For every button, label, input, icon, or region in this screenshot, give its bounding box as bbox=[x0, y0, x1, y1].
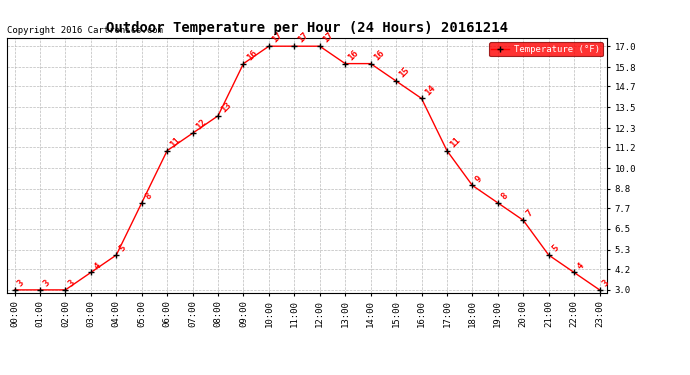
Temperature (°F) bbox=[61, 288, 70, 292]
Text: 17: 17 bbox=[321, 31, 335, 45]
Temperature (°F) bbox=[392, 79, 400, 83]
Text: 8: 8 bbox=[499, 191, 509, 201]
Temperature (°F) bbox=[188, 131, 197, 135]
Temperature (°F) bbox=[341, 62, 349, 66]
Temperature (°F) bbox=[366, 62, 375, 66]
Temperature (°F) bbox=[10, 288, 19, 292]
Text: 16: 16 bbox=[372, 48, 386, 62]
Text: 4: 4 bbox=[575, 261, 586, 271]
Text: 5: 5 bbox=[118, 243, 128, 254]
Temperature (°F) bbox=[265, 44, 273, 48]
Temperature (°F) bbox=[493, 201, 502, 205]
Text: 13: 13 bbox=[219, 100, 233, 114]
Text: 12: 12 bbox=[194, 118, 208, 132]
Temperature (°F) bbox=[544, 253, 553, 257]
Text: 15: 15 bbox=[397, 66, 411, 80]
Temperature (°F) bbox=[290, 44, 299, 48]
Temperature (°F) bbox=[112, 253, 121, 257]
Temperature (°F) bbox=[570, 270, 578, 275]
Legend: Temperature (°F): Temperature (°F) bbox=[489, 42, 602, 56]
Temperature (°F) bbox=[36, 288, 44, 292]
Text: 5: 5 bbox=[550, 243, 560, 254]
Temperature (°F) bbox=[595, 288, 604, 292]
Text: 11: 11 bbox=[448, 135, 462, 149]
Line: Temperature (°F): Temperature (°F) bbox=[12, 44, 602, 292]
Temperature (°F) bbox=[214, 114, 222, 118]
Text: 14: 14 bbox=[423, 83, 437, 97]
Text: 3: 3 bbox=[601, 278, 611, 288]
Text: 11: 11 bbox=[168, 135, 182, 149]
Temperature (°F) bbox=[87, 270, 95, 275]
Text: 3: 3 bbox=[41, 278, 52, 288]
Text: 7: 7 bbox=[524, 209, 535, 219]
Temperature (°F) bbox=[239, 62, 248, 66]
Text: 16: 16 bbox=[245, 48, 259, 62]
Text: Copyright 2016 Cartronics.com: Copyright 2016 Cartronics.com bbox=[7, 26, 163, 35]
Text: 9: 9 bbox=[474, 174, 484, 184]
Temperature (°F) bbox=[417, 96, 426, 100]
Title: Outdoor Temperature per Hour (24 Hours) 20161214: Outdoor Temperature per Hour (24 Hours) … bbox=[106, 21, 508, 35]
Temperature (°F) bbox=[469, 183, 477, 188]
Text: 3: 3 bbox=[16, 278, 26, 288]
Text: 4: 4 bbox=[92, 261, 102, 271]
Text: 17: 17 bbox=[296, 31, 310, 45]
Text: 16: 16 bbox=[346, 48, 361, 62]
Temperature (°F) bbox=[519, 218, 527, 222]
Temperature (°F) bbox=[315, 44, 324, 48]
Temperature (°F) bbox=[443, 148, 451, 153]
Temperature (°F) bbox=[163, 148, 171, 153]
Text: 3: 3 bbox=[67, 278, 77, 288]
Text: 17: 17 bbox=[270, 31, 284, 45]
Temperature (°F) bbox=[137, 201, 146, 205]
Text: 8: 8 bbox=[143, 191, 153, 201]
